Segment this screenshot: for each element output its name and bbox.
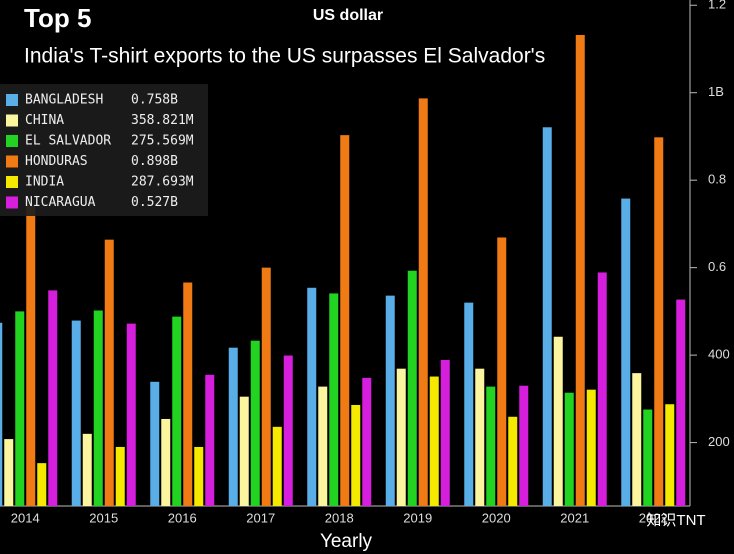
bar — [71, 320, 81, 506]
x-tick-label: 2017 — [246, 510, 275, 525]
bar — [340, 135, 350, 506]
bar — [632, 373, 642, 506]
legend-value: 0.527B — [131, 195, 178, 210]
bar — [329, 293, 339, 506]
legend-label: HONDURAS — [25, 154, 88, 169]
bar — [205, 374, 215, 506]
bar — [418, 98, 428, 507]
bar — [497, 237, 507, 507]
legend-swatch — [6, 196, 18, 209]
x-tick-label: 2018 — [325, 510, 354, 525]
bar — [250, 340, 260, 506]
bar — [351, 404, 361, 506]
legend-value: 287.693M — [131, 175, 194, 190]
unit-title: US dollar — [313, 7, 383, 24]
x-tick-label: 2016 — [168, 510, 197, 525]
legend-value: 0.758B — [131, 93, 178, 108]
bar — [172, 316, 182, 506]
bar — [93, 310, 103, 506]
bar — [486, 386, 496, 506]
bar — [307, 287, 317, 506]
legend-swatch — [6, 135, 18, 147]
bar — [283, 355, 293, 506]
bar — [429, 376, 439, 506]
bar — [553, 336, 563, 506]
legend-value: 0.898B — [131, 154, 178, 169]
chart-title: Top 5 — [24, 3, 91, 33]
bar — [318, 386, 328, 506]
bar — [15, 311, 25, 506]
bar — [654, 137, 664, 507]
legend-swatch — [6, 155, 18, 168]
bar — [82, 433, 92, 506]
bar — [104, 239, 114, 506]
bar — [564, 392, 574, 506]
bar — [4, 439, 14, 506]
legend-label: CHINA — [25, 113, 64, 128]
legend-label: INDIA — [25, 175, 64, 190]
legend-swatch — [6, 114, 18, 127]
legend-swatch — [6, 176, 18, 188]
x-tick-label: 2015 — [89, 510, 118, 525]
bar — [115, 446, 125, 506]
legend-label: EL SALVADOR — [25, 134, 111, 149]
y-tick-label: 1.2 — [708, 0, 726, 12]
bar — [161, 418, 171, 506]
bar — [48, 290, 58, 506]
bar — [150, 381, 160, 506]
bar — [542, 127, 552, 506]
x-tick-label: 2014 — [11, 510, 40, 525]
bar — [621, 198, 631, 506]
watermark: 知识TNT — [646, 512, 705, 529]
legend-box — [0, 84, 208, 216]
bar — [665, 404, 675, 506]
legend-value: 358.821M — [131, 113, 194, 128]
bar — [261, 267, 271, 506]
x-tick-label: 2022 — [639, 510, 668, 525]
bar — [643, 409, 653, 506]
y-tick-label: 0.6 — [708, 259, 726, 274]
bar — [385, 295, 395, 506]
bar — [396, 368, 406, 506]
bar — [26, 205, 36, 506]
bar — [519, 385, 529, 506]
bar — [272, 426, 282, 506]
y-tick-label: 200 — [708, 434, 730, 449]
legend-label: BANGLADESH — [25, 93, 103, 108]
bar — [464, 302, 474, 506]
x-tick-label: 2021 — [560, 510, 589, 525]
bar — [126, 323, 136, 506]
bar — [597, 272, 607, 506]
bar — [362, 377, 372, 506]
bar — [676, 299, 686, 506]
bar — [407, 270, 417, 506]
bar — [228, 347, 238, 506]
bar — [575, 34, 585, 507]
legend-label: NICARAGUA — [25, 195, 96, 210]
x-tick-label: 2019 — [403, 510, 432, 525]
bar — [194, 446, 204, 506]
x-axis-label: Yearly — [320, 531, 373, 552]
bar — [586, 389, 596, 506]
bar — [183, 282, 193, 506]
y-tick-label: 0.8 — [708, 172, 726, 187]
bar — [440, 359, 450, 506]
bar — [508, 416, 518, 506]
bar — [475, 368, 485, 506]
legend-swatch — [6, 94, 18, 106]
bar — [37, 463, 47, 506]
chart-subtitle: India's T-shirt exports to the US surpas… — [24, 45, 545, 68]
bar — [239, 396, 249, 506]
y-tick-label: 400 — [708, 347, 730, 362]
bar — [0, 322, 3, 506]
y-tick-label: 1B — [708, 84, 724, 99]
x-tick-label: 2020 — [482, 510, 511, 525]
legend-value: 275.569M — [131, 134, 194, 149]
